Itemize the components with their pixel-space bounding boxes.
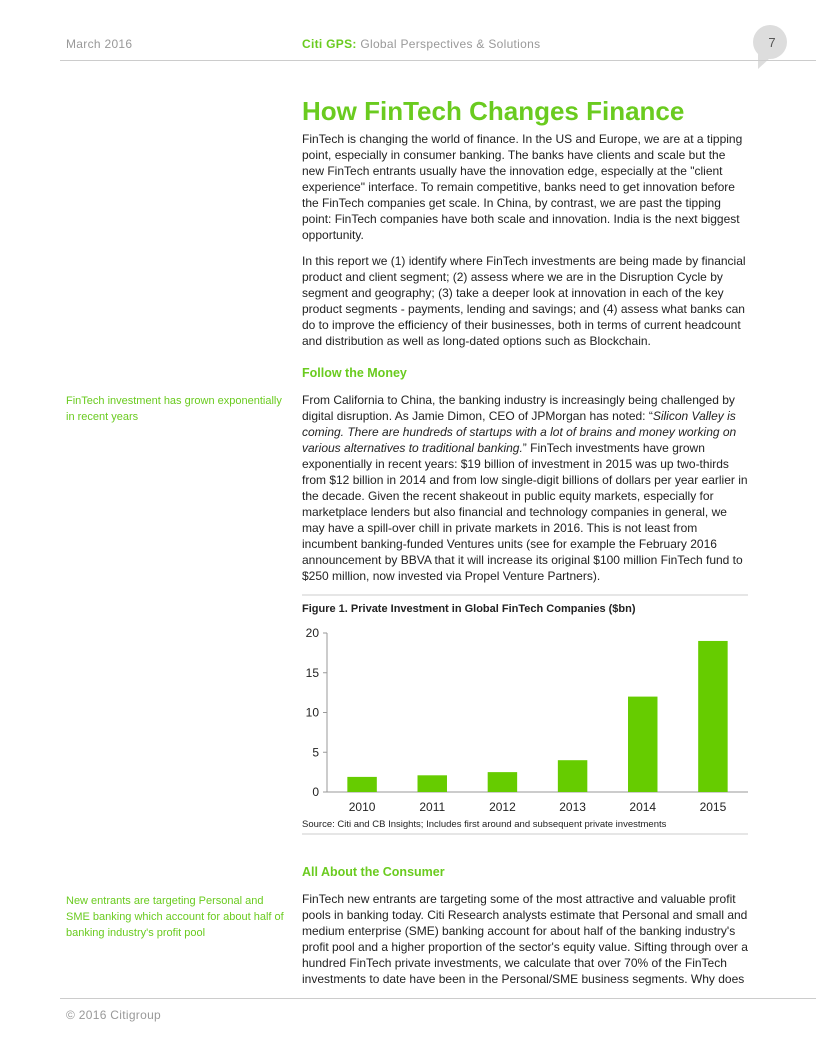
quote: Silicon Valley is coming. There are hund… [302, 409, 737, 455]
y-tick-label: 10 [306, 706, 320, 720]
y-tick-label: 5 [312, 745, 319, 759]
paragraph: FinTech new entrants are targeting some … [302, 892, 748, 986]
sidenote: New entrants are targeting Personal and … [66, 895, 284, 939]
x-tick-label: 2011 [419, 800, 445, 814]
y-tick-label: 20 [306, 626, 320, 640]
y-tick-label: 0 [312, 785, 319, 799]
footer: © 2016 Citigroup [66, 1008, 162, 1022]
y-tick-label: 15 [306, 666, 320, 680]
page-title: How FinTech Changes Finance [302, 96, 685, 126]
bar [487, 772, 518, 792]
bar [698, 640, 728, 792]
section-body: FinTech new entrants are targeting some … [302, 891, 750, 997]
section-heading: Follow the Money [302, 366, 407, 380]
sidenote: FinTech investment has grown exponential… [66, 395, 282, 423]
text: ” FinTech investments have grown exponen… [302, 441, 748, 583]
x-tick-label: 2012 [489, 800, 516, 814]
bar [557, 760, 588, 792]
figure-source: Source: Citi and CB Insights; Includes f… [302, 819, 667, 830]
footer-rule [60, 998, 816, 999]
header-date: March 2016 [66, 37, 133, 51]
bar [628, 696, 658, 792]
x-tick-label: 2010 [349, 800, 376, 814]
page-badge: 7 [753, 25, 787, 69]
badge-circle [753, 25, 787, 59]
header-brand-line: Citi GPS: Global Perspectives & Solution… [302, 37, 540, 51]
badge-tail [758, 54, 770, 69]
bar [347, 776, 377, 792]
paragraph: In this report we (1) identify where Fin… [302, 254, 746, 348]
section-heading: All About the Consumer [302, 865, 445, 879]
brand: Citi GPS: [302, 37, 357, 51]
x-tick-label: 2014 [629, 800, 656, 814]
figure-title: Figure 1. Private Investment in Global F… [302, 603, 636, 615]
text: From California to China, the banking in… [302, 393, 735, 423]
tagline: Global Perspectives & Solutions [360, 37, 541, 51]
page-number: 7 [768, 35, 775, 50]
bar [417, 775, 447, 792]
paragraph: From California to China, the banking in… [302, 392, 750, 584]
header-rule [60, 60, 816, 61]
x-tick-label: 2015 [700, 800, 727, 814]
x-tick-label: 2013 [559, 800, 586, 814]
paragraph: FinTech is changing the world of finance… [302, 132, 743, 242]
intro: FinTech is changing the world of finance… [302, 131, 750, 359]
section-body: From California to China, the banking in… [302, 392, 750, 594]
figure: Figure 1. Private Investment in Global F… [302, 594, 748, 835]
